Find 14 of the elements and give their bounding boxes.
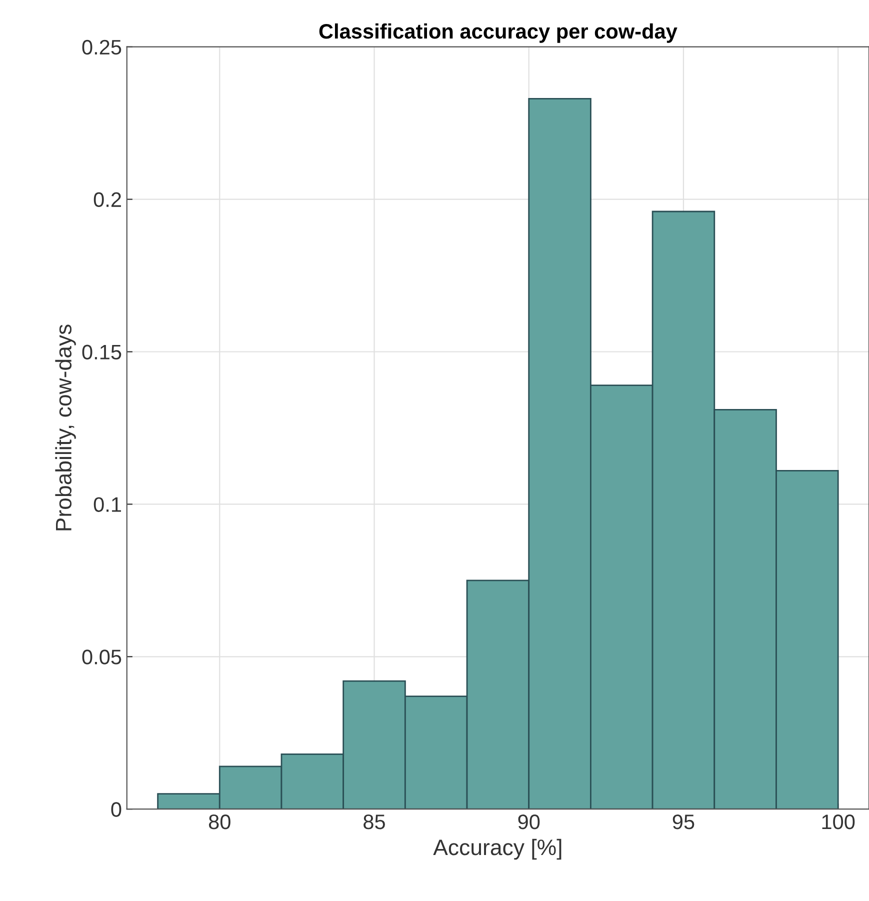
y-axis-title: Probability, cow-days (55, 324, 76, 530)
y-tick-label: 0.05 (82, 650, 122, 664)
x-tick-label: 80 (208, 814, 230, 830)
x-tick-label: 90 (518, 814, 540, 830)
x-tick-label: 100 (822, 814, 855, 830)
y-tick-label: 0.1 (94, 497, 121, 512)
y-tick-label: 0.15 (82, 344, 122, 360)
y-tick-label: 0.25 (82, 40, 122, 55)
x-tick-label: 85 (364, 814, 385, 830)
y-tick-label: 0.2 (94, 192, 121, 208)
chart-title: Classification accuracy per cow-day (319, 23, 678, 43)
x-axis-title: Accuracy [%] (433, 838, 562, 860)
x-tick-label: 95 (672, 814, 694, 830)
y-tick-label: 0 (111, 802, 122, 817)
